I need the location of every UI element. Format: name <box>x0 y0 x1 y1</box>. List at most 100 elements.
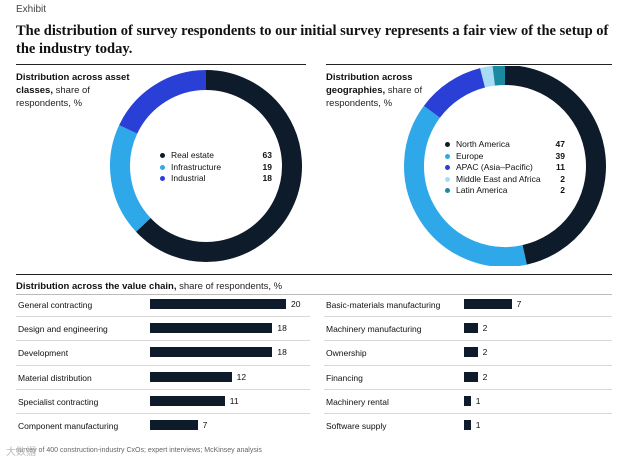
legend-value: 18 <box>262 173 272 183</box>
bar-label-machinery-rental: Machinery rental <box>326 396 389 407</box>
legend-swatch <box>160 176 165 182</box>
bar-machinery-rental <box>464 395 471 406</box>
legend-swatch <box>445 153 450 159</box>
bar-label-design-and-engineering: Design and engineering <box>18 324 108 335</box>
legend-value: 19 <box>262 161 272 172</box>
donut-slice-europe <box>404 105 527 266</box>
watermark: 大数据 <box>6 447 36 458</box>
bar-software-supply <box>464 420 471 430</box>
bar-value-financing: 2 <box>482 371 488 382</box>
donut-slice-real-estate <box>136 70 302 262</box>
bar-label-specialist-contracting: Specialist contracting <box>18 396 99 407</box>
footer-source: survey of 400 construction-industry CxOs… <box>16 447 262 454</box>
bar-value-general-contracting: 20 <box>291 299 301 309</box>
row-divider <box>16 316 310 318</box>
legend-item-infrastructure: Infrastructure 19 <box>160 162 272 174</box>
legend-label: APAC (Asia–Pacific) <box>456 162 533 172</box>
bar-label-development: Development <box>18 348 69 359</box>
legend-item-north-america: North America 47 <box>445 139 565 151</box>
legend-label: Latin America <box>456 185 508 195</box>
legend-label: Europe <box>456 150 484 161</box>
donut-slice-industrial <box>119 70 207 134</box>
legend-label: Middle East and Africa <box>456 173 541 184</box>
bar-ownership <box>464 347 478 358</box>
bar-label-machinery-manufacturing: Machinery manufacturing <box>326 324 422 335</box>
bar-label-basic-materials-manufacturing: Basic-materials manufacturing <box>326 300 441 310</box>
bar-value-design-and-engineering: 18 <box>277 323 287 334</box>
row-divider <box>324 388 612 390</box>
value-chain-bars-right: Basic-materials manufacturing 7 Machinery … <box>324 296 612 438</box>
legend-item-industrial: Industrial 18 <box>160 173 272 185</box>
legend-value: 11 <box>556 162 565 172</box>
bar-design-and-engineering <box>150 323 273 334</box>
bar-machinery-manufacturing <box>464 323 478 334</box>
bar-label-financing: Financing <box>326 372 363 383</box>
legend-swatch <box>160 153 165 159</box>
asset-chart-title: Distribution across asset classes, share… <box>16 72 130 109</box>
legend-item-apac-asia-pacific: APAC (Asia–Pacific) 11 <box>445 162 565 174</box>
geo-donut-chart <box>404 66 606 266</box>
row-divider <box>324 413 612 414</box>
geo-chart-title: Distribution across geographies, share o… <box>326 72 423 109</box>
bar-value-material-distribution: 12 <box>236 371 247 382</box>
bar-label-general-contracting: General contracting <box>18 300 93 310</box>
legend-value: 2 <box>560 185 565 195</box>
legend-item-latin-america: Latin America 2 <box>445 185 565 197</box>
legend-item-middle-east-and-africa: Middle East and Africa 2 <box>445 174 565 186</box>
bar-component-manufacturing <box>150 420 198 430</box>
divider-right <box>326 64 612 65</box>
asset-legend: Real estate 63 Infrastructure 19 Industrial 1… <box>160 150 272 185</box>
legend-label: Industrial <box>171 173 206 183</box>
bar-financing <box>464 371 478 382</box>
divider-value-chain <box>16 274 612 275</box>
bar-value-specialist-contracting: 11 <box>229 395 239 406</box>
bar-specialist-contracting <box>150 395 225 406</box>
bar-value-machinery-rental: 1 <box>475 395 481 406</box>
donut-slice-north-america <box>504 66 606 265</box>
bar-label-software-supply: Software supply <box>326 421 387 431</box>
bar-value-component-manufacturing: 7 <box>202 420 208 430</box>
legend-value: 63 <box>262 150 272 160</box>
legend-swatch <box>445 142 450 148</box>
legend-item-real-estate: Real estate 63 <box>160 150 272 162</box>
legend-swatch <box>445 165 450 171</box>
legend-swatch <box>160 164 165 170</box>
legend-swatch <box>445 188 450 194</box>
bar-basic-materials-manufacturing <box>464 299 512 309</box>
legend-swatch <box>445 176 450 182</box>
legend-value: 39 <box>555 150 565 161</box>
legend-value: 47 <box>555 139 565 149</box>
bar-general-contracting <box>150 299 286 309</box>
donut-slice-infrastructure <box>110 125 151 232</box>
bar-label-ownership: Ownership <box>326 348 367 359</box>
bar-value-ownership: 2 <box>482 347 488 358</box>
row-divider <box>324 316 612 318</box>
headline: The distribution of survey respondents t… <box>16 23 609 57</box>
bar-value-machinery-manufacturing: 2 <box>482 323 488 334</box>
bar-label-material-distribution: Material distribution <box>18 372 92 383</box>
row-divider <box>16 388 310 390</box>
row-divider <box>16 364 310 366</box>
divider-left <box>16 64 306 65</box>
value-chain-bars-left: General contracting 20 Design and engineer… <box>16 296 310 438</box>
legend-item-europe: Europe 39 <box>445 151 565 163</box>
exhibit-label: Exhibit <box>16 4 47 15</box>
legend-value: 2 <box>560 173 565 184</box>
legend-label: Real estate <box>171 150 214 160</box>
legend-label: North America <box>456 139 510 149</box>
legend-label: Infrastructure <box>171 161 222 172</box>
bar-value-development: 18 <box>277 347 287 358</box>
bar-material-distribution <box>150 371 232 382</box>
bar-label-component-manufacturing: Component manufacturing <box>18 421 119 431</box>
bar-development <box>150 347 273 358</box>
row-divider <box>324 340 612 342</box>
donut-slice-apac-asia-pacific <box>423 68 486 119</box>
value-chain-title: Distribution across the value chain, sha… <box>16 281 283 292</box>
geo-legend: North America 47 Europe 39 APAC (Asia–Pacifi… <box>445 139 565 197</box>
bar-value-software-supply: 1 <box>475 420 481 430</box>
bar-value-basic-materials-manufacturing: 7 <box>516 299 522 309</box>
row-divider <box>16 340 310 342</box>
row-divider <box>324 364 612 366</box>
asset-donut-chart <box>110 70 302 262</box>
donut-slice-middle-east-and-africa <box>480 66 496 88</box>
